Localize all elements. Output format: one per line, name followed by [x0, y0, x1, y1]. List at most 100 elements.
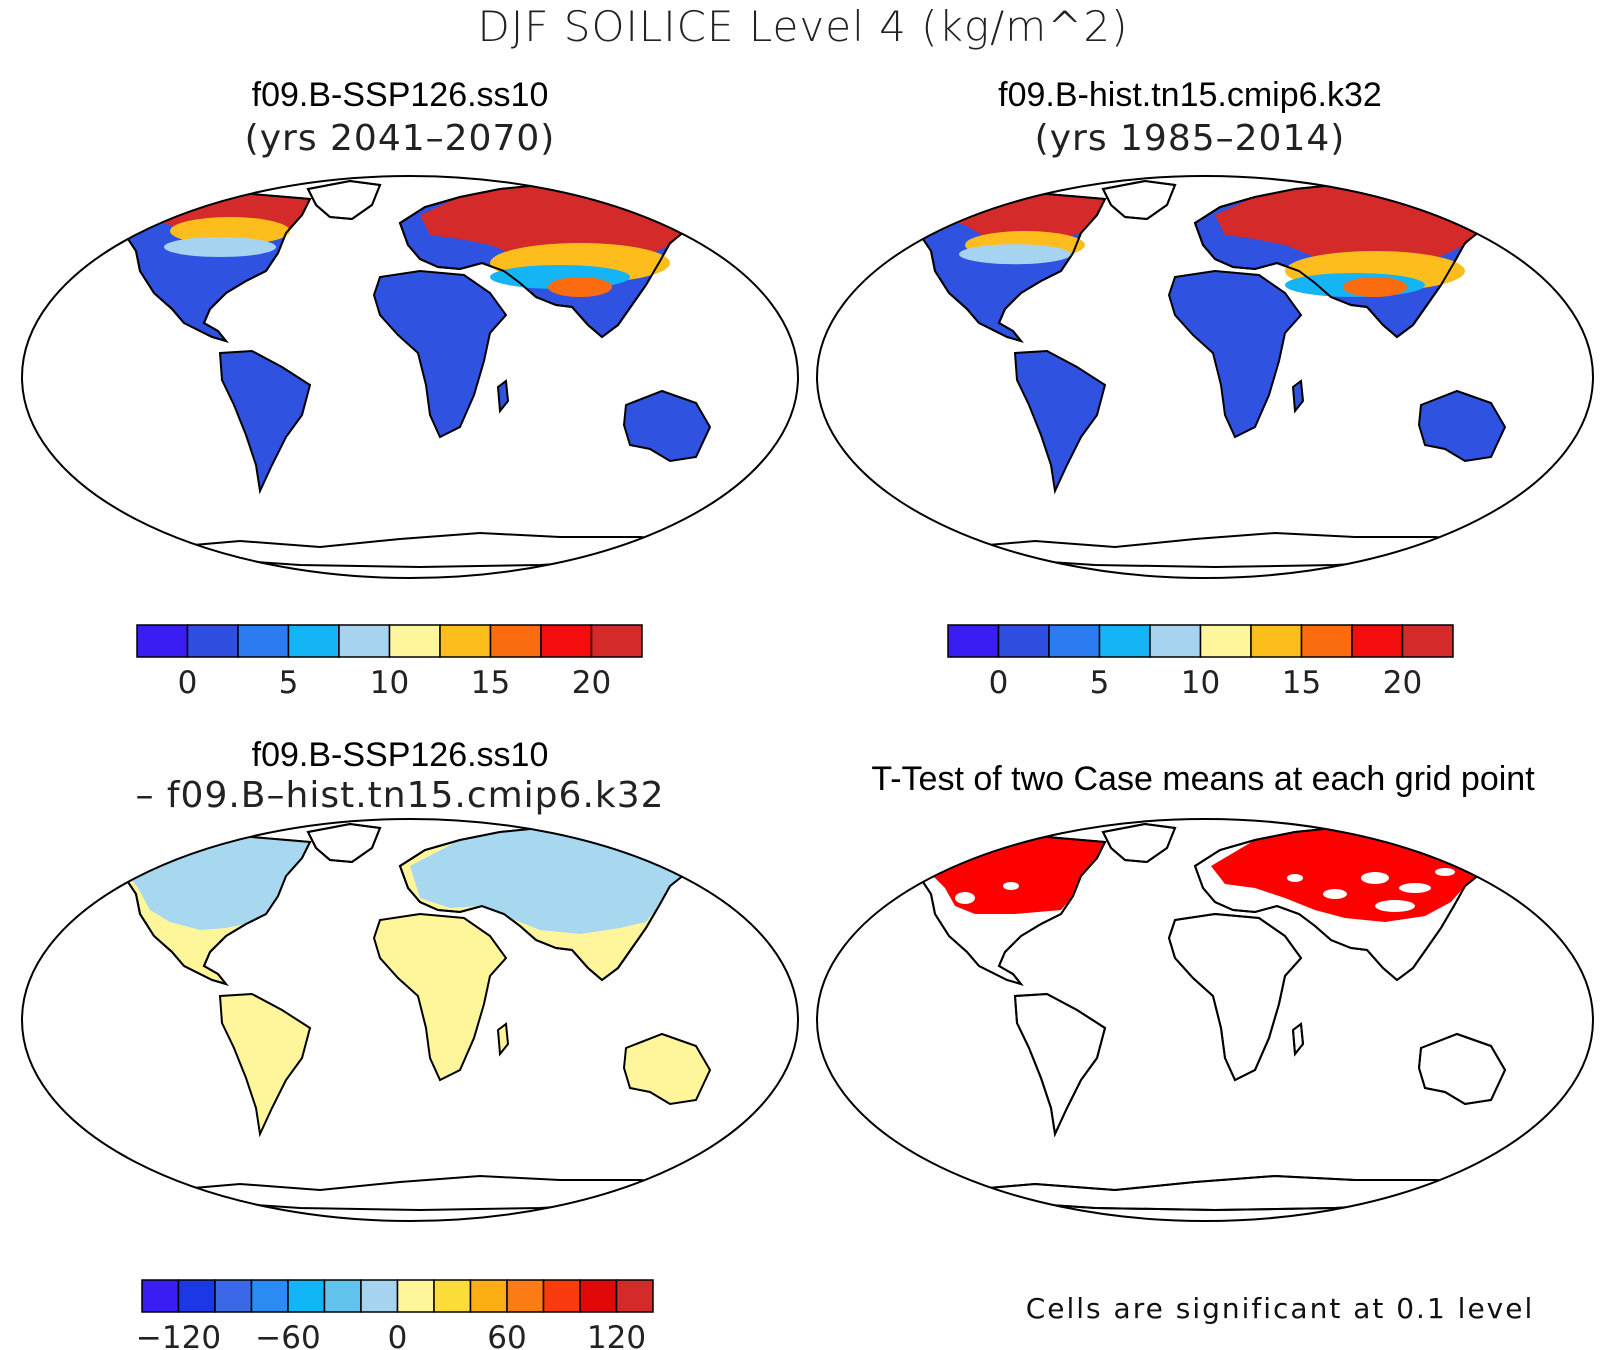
colorbar-panel-1: 0 5 10 15 20 [136, 624, 643, 701]
colorbar-box-6 [360, 1279, 399, 1313]
coastline-madagascar [1291, 1022, 1305, 1057]
ice-patch-tibet [548, 277, 612, 297]
panel-4-title: T-Test of two Case means at each grid po… [871, 760, 1535, 798]
coastline-australia [1417, 1032, 1507, 1106]
colorbar-box-9 [469, 1279, 508, 1313]
colorbar-box-3 [287, 624, 340, 658]
colorbar-box-1 [997, 624, 1050, 658]
colorbar-box-6 [439, 624, 492, 658]
landmass-southAmerica [218, 349, 312, 495]
colorbar-tick-label: 20 [572, 665, 611, 701]
landmass-australia [622, 389, 712, 463]
colorbar-box-5 [1199, 624, 1252, 658]
map-content [904, 822, 1507, 1212]
landmass-madagascar [1291, 379, 1305, 414]
coastline-northAmerica [904, 191, 1107, 343]
colorbar-box-3 [250, 1279, 289, 1313]
colorbar-tick-label: 15 [471, 665, 510, 701]
ice-fringe-north-america [959, 244, 1071, 265]
landmass-antarctica [169, 531, 711, 569]
colorbar-box-1 [177, 1279, 216, 1313]
colorbar-box-9 [1401, 624, 1454, 658]
colorbar-box-2 [237, 624, 290, 658]
colorbar-tick-label: 5 [279, 665, 299, 701]
map-panel-1 [21, 175, 799, 579]
landmass-africa [372, 912, 508, 1082]
landmass-southAmerica [218, 992, 312, 1138]
map-border [21, 818, 799, 1222]
colorbar-box-6 [1250, 624, 1303, 658]
coastline-africa [1167, 912, 1303, 1082]
colorbar-panel-2: 0 5 10 15 20 [947, 624, 1454, 701]
non-significant-gap-0 [1361, 872, 1389, 884]
colorbar-tick-label: −120 [136, 1320, 221, 1350]
landmass-africa [1167, 269, 1303, 439]
colorbar-box-7 [396, 1279, 435, 1313]
landmass-antarctica [964, 1174, 1506, 1212]
coastline-greenland [1101, 179, 1177, 221]
coastline-greenland [306, 822, 382, 864]
colorbar-box-7 [1300, 624, 1353, 658]
colorbar-tick-label: −60 [255, 1320, 320, 1350]
colorbar-tick-label: 5 [1090, 665, 1110, 701]
coastline-greenland [1101, 822, 1177, 864]
colorbar-tick-label: 15 [1282, 665, 1321, 701]
panel-1-title: f09.B-SSP126.ss10 [251, 76, 549, 114]
colorbar-box-3 [1098, 624, 1151, 658]
colorbar-tick-label: 0 [388, 1320, 408, 1350]
significance-note: Cells are significant at 0.1 level [1025, 1292, 1535, 1325]
coastline-northAmerica [109, 834, 312, 986]
colorbar-box-4 [1149, 624, 1202, 658]
non-significant-gap-6 [955, 892, 975, 904]
colorbar-panel-3: −120 −60 0 60 120 [136, 1279, 654, 1350]
panel-2-title: f09.B-hist.tn15.cmip6.k32 [998, 76, 1382, 114]
non-significant-gap-2 [1323, 889, 1347, 899]
landmass-madagascar [496, 379, 510, 414]
map-content [109, 822, 712, 1212]
landmass-antarctica [169, 1174, 711, 1212]
landmass-australia [622, 1032, 712, 1106]
colorbar-box-0 [947, 624, 1000, 658]
colorbar-box-0 [141, 1279, 180, 1313]
map-content [109, 179, 712, 569]
panel-1-subtitle: (yrs 2041–2070) [244, 118, 556, 159]
colorbar-box-11 [542, 1279, 581, 1313]
colorbar-box-2 [214, 1279, 253, 1313]
colorbar-box-12 [579, 1279, 618, 1313]
colorbar-tick-label: 0 [989, 665, 1009, 701]
panel-3-title: f09.B-SSP126.ss10 [251, 736, 549, 774]
colorbar-box-8 [1351, 624, 1404, 658]
colorbar-box-5 [388, 624, 441, 658]
colorbar-box-4 [338, 624, 391, 658]
ice-patch-tibet [1343, 277, 1407, 297]
colorbar-box-13 [615, 1279, 654, 1313]
non-significant-gap-5 [1375, 900, 1415, 912]
landmass-africa [372, 269, 508, 439]
colorbar-box-2 [1048, 624, 1101, 658]
map-panel-3 [21, 818, 799, 1222]
colorbar-tick-label: 60 [487, 1320, 526, 1350]
colorbar-box-4 [287, 1279, 326, 1313]
colorbar-box-7 [489, 624, 542, 658]
colorbar-box-5 [323, 1279, 362, 1313]
colorbar-box-8 [540, 624, 593, 658]
landmass-australia [1417, 389, 1507, 463]
coastline-northAmerica [904, 834, 1107, 986]
colorbar-box-8 [433, 1279, 472, 1313]
colorbar-box-0 [136, 624, 189, 658]
landmass-antarctica [964, 531, 1506, 569]
non-significant-gap-7 [1003, 882, 1019, 890]
main-title: DJF SOILICE Level 4 (kg/m^2) [477, 2, 1129, 51]
map-border [21, 175, 799, 579]
map-panel-4 [816, 818, 1594, 1222]
map-border [816, 175, 1594, 579]
panel-2-subtitle: (yrs 1985–2014) [1034, 118, 1346, 159]
map-panel-2 [816, 175, 1594, 579]
colorbar-tick-label: 120 [587, 1320, 646, 1350]
coastline-southAmerica [1013, 992, 1107, 1138]
colorbar-box-1 [186, 624, 239, 658]
colorbar-tick-label: 20 [1383, 665, 1422, 701]
non-significant-gap-3 [1435, 868, 1455, 876]
colorbar-box-10 [506, 1279, 545, 1313]
colorbar-tick-label: 10 [1181, 665, 1220, 701]
